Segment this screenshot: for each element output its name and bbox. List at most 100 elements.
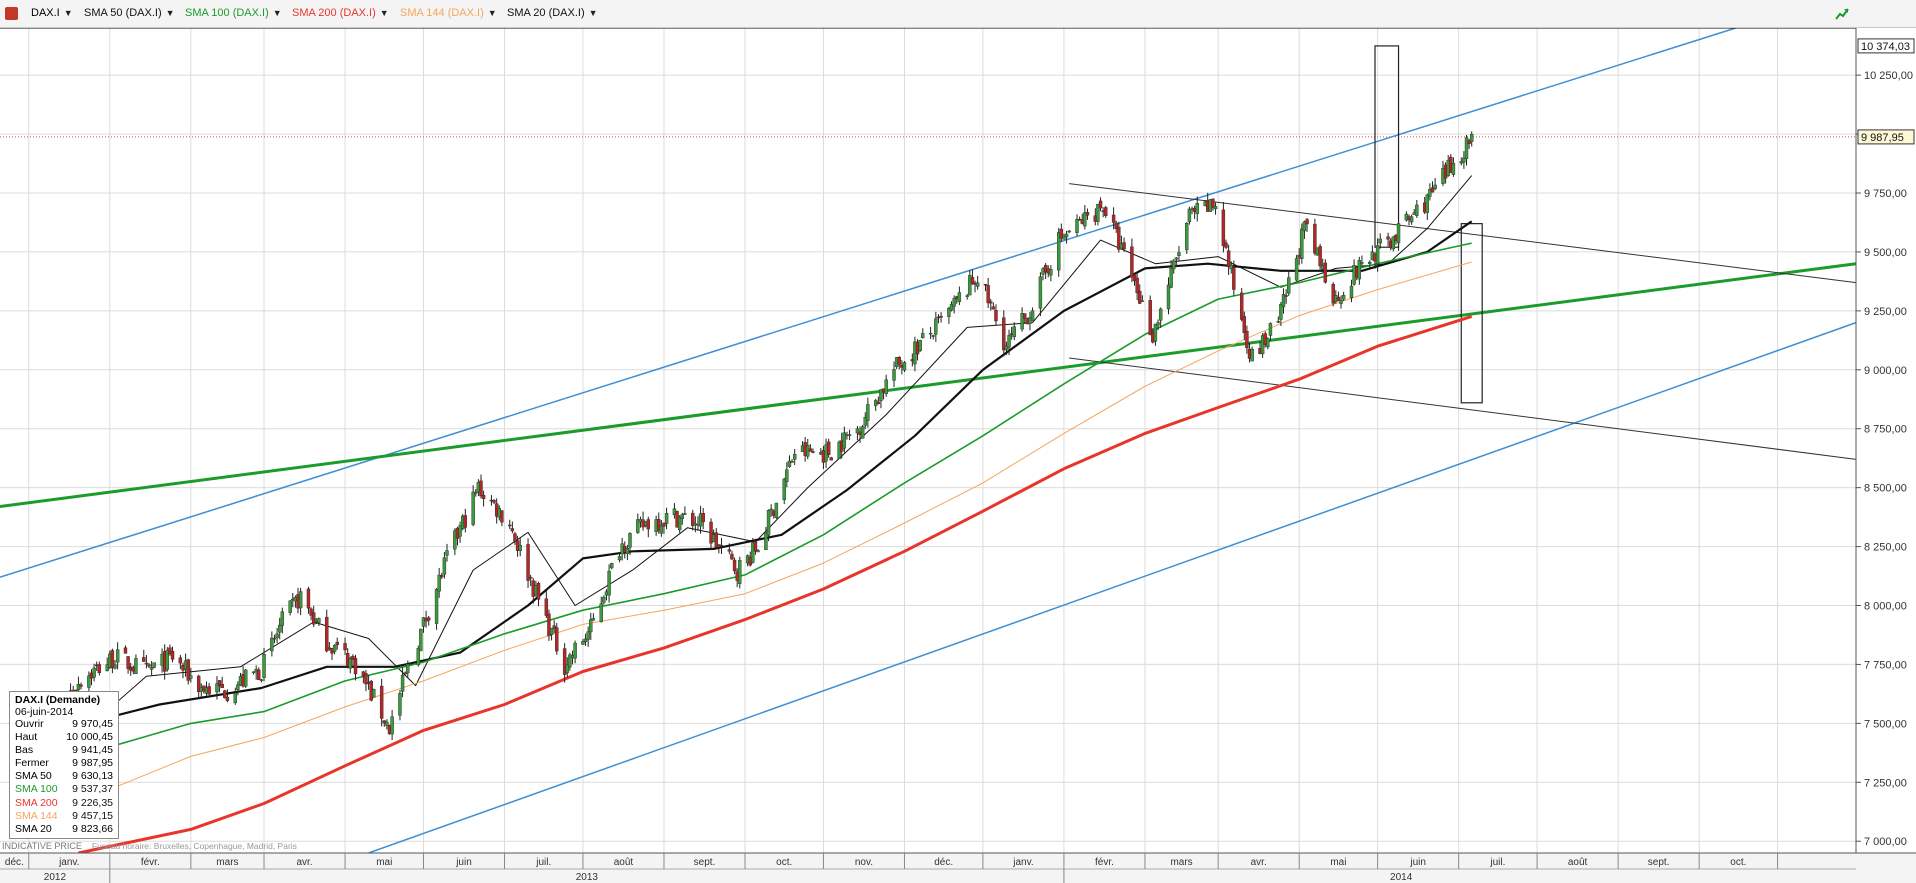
candle — [764, 526, 768, 551]
candle — [1187, 206, 1192, 225]
candle — [1425, 193, 1429, 221]
candle-body-down — [1122, 242, 1126, 250]
candle — [847, 429, 852, 440]
candle-body-up — [1425, 194, 1429, 213]
x-month-label: nov. — [855, 857, 873, 868]
candle-body-up — [419, 628, 423, 652]
candle — [730, 550, 734, 560]
candle-body-down — [1242, 316, 1247, 334]
candle-body-up — [149, 667, 154, 670]
candle-body-up — [1266, 338, 1270, 348]
candle — [989, 298, 993, 311]
candle — [921, 328, 925, 339]
candle — [400, 667, 405, 698]
candle — [1300, 223, 1304, 264]
candle-body-down — [1318, 246, 1322, 267]
candle-body-up — [902, 362, 907, 371]
candle-body-up — [918, 339, 922, 352]
candle — [897, 356, 901, 370]
candle-body-up — [1140, 300, 1145, 302]
candle — [1166, 277, 1171, 315]
candle — [591, 613, 596, 621]
overlay-sma50[interactable]: SMA 50 (DAX.I) ▼ — [84, 7, 175, 19]
overlay-sma100[interactable]: SMA 100 (DAX.I) ▼ — [185, 7, 282, 19]
candle — [1279, 301, 1283, 326]
candle — [1396, 222, 1401, 251]
candle-body-up — [683, 513, 687, 515]
candle-body-up — [774, 502, 779, 518]
candle — [1409, 214, 1414, 225]
overlay-sma144[interactable]: SMA 144 (DAX.I) ▼ — [400, 7, 497, 19]
candle-body-down — [403, 672, 407, 675]
candle-body-down — [311, 612, 316, 625]
candle-body-down — [646, 519, 650, 530]
instrument-selector[interactable]: DAX.I ▼ — [31, 7, 73, 19]
candle-body-down — [220, 684, 224, 688]
candle — [113, 660, 117, 670]
candle-body-down — [110, 650, 115, 669]
candle-body-up — [518, 545, 522, 551]
info-value: 9 823,66 — [72, 822, 113, 835]
candle — [968, 270, 972, 296]
candle-body-up — [591, 618, 596, 621]
candle — [458, 521, 462, 543]
info-label: SMA 200 — [15, 796, 58, 809]
candle-body-down — [1135, 277, 1139, 294]
candle-body-down — [440, 575, 444, 578]
candle — [1174, 257, 1179, 267]
candle-body-down — [309, 608, 313, 616]
candle — [79, 682, 83, 690]
candle-body-up — [262, 654, 266, 678]
candle — [562, 643, 567, 683]
candle-body-down — [1467, 140, 1471, 144]
candle-body-down — [811, 451, 815, 453]
candle — [855, 425, 860, 441]
sma-line-sma144 — [38, 261, 1472, 830]
candle-body-down — [1148, 300, 1152, 336]
trend-arrow-icon[interactable] — [1835, 8, 1849, 20]
info-label: SMA 20 — [15, 822, 52, 835]
candle — [975, 275, 980, 290]
candle — [1153, 323, 1158, 346]
candle — [677, 515, 682, 533]
candle-body-up — [134, 658, 138, 675]
y-tick-label: 7 750,00 — [1864, 659, 1907, 671]
x-month-label: janv. — [58, 857, 79, 868]
candle — [262, 647, 266, 682]
candle — [1135, 272, 1139, 301]
candle — [628, 532, 632, 555]
candle — [738, 556, 742, 589]
candle-body-up — [1357, 260, 1362, 280]
info-row-close: Fermer 9 987,95 — [15, 757, 113, 770]
candle-body-down — [186, 659, 190, 681]
candle — [1156, 319, 1160, 331]
timezone-label: Fuseau horaire: Bruxelles, Copenhague, M… — [91, 841, 297, 851]
candle — [659, 520, 664, 537]
candle — [406, 660, 410, 678]
candle — [471, 485, 475, 527]
candle-body-down — [225, 696, 230, 701]
candle — [440, 572, 444, 580]
candle-body-up — [879, 389, 883, 401]
candle — [918, 339, 922, 352]
candle — [1451, 157, 1456, 177]
candle — [1266, 337, 1270, 350]
candle — [115, 642, 120, 670]
candle — [1038, 272, 1043, 317]
candle — [1357, 256, 1362, 285]
info-value: 9 537,37 — [72, 783, 113, 796]
candle — [270, 631, 274, 657]
candle-body-up — [1038, 276, 1043, 309]
candle — [97, 661, 102, 676]
candle — [306, 586, 311, 614]
overlay-sma200[interactable]: SMA 200 (DAX.I) ▼ — [292, 7, 389, 19]
overlay-sma20[interactable]: SMA 20 (DAX.I) ▼ — [507, 7, 598, 19]
candle-body-up — [471, 491, 475, 525]
candle-body-up — [1187, 208, 1192, 222]
candle-body-up — [677, 516, 682, 531]
candle — [442, 552, 447, 579]
candle — [272, 634, 277, 644]
candle-body-up — [764, 532, 768, 550]
candle-body-up — [189, 675, 193, 679]
